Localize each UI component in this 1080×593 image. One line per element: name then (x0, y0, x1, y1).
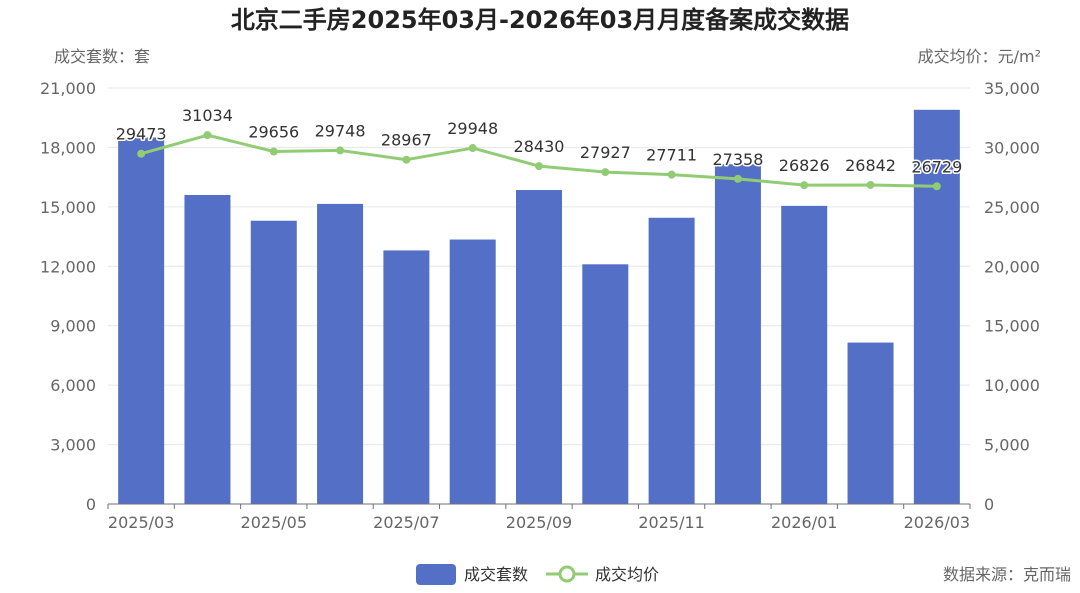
line-data-label: 29948 (447, 119, 498, 138)
line-point (667, 170, 676, 179)
x-tick-label: 2025/09 (506, 513, 572, 532)
y-left-tick-label: 9,000 (50, 317, 96, 336)
y-left-tick-label: 18,000 (40, 138, 96, 157)
x-tick-label: 2025/05 (241, 513, 307, 532)
y-right-tick-label: 30,000 (984, 138, 1040, 157)
line-data-label: 28967 (381, 131, 432, 150)
bar (516, 190, 562, 504)
bar (582, 264, 629, 504)
line-data-label: 27927 (580, 143, 631, 162)
x-tick-label: 2026/03 (904, 513, 970, 532)
y-right-tick-label: 5,000 (984, 436, 1030, 455)
line-point (535, 162, 543, 171)
x-tick-label: 2025/03 (108, 513, 174, 532)
line-point (402, 155, 411, 164)
legend-bar-label: 成交套数 (464, 565, 528, 584)
legend-line-label: 成交均价 (595, 565, 659, 584)
bar-series (118, 109, 960, 505)
bar (317, 203, 364, 504)
line-point (269, 147, 278, 156)
y-right-tick-label: 0 (984, 495, 994, 514)
line-point (800, 181, 809, 190)
line-data-label: 29656 (248, 123, 299, 142)
y-right-tick-label: 20,000 (984, 257, 1040, 276)
line-data-label: 26826 (779, 156, 830, 175)
line-point (203, 131, 212, 140)
line-data-label: 27711 (646, 146, 697, 165)
bar (714, 164, 761, 504)
y-left-tick-label: 21,000 (40, 79, 96, 98)
y-right-tick-label: 35,000 (984, 79, 1040, 98)
bar (449, 239, 496, 505)
legend-bar-swatch (416, 564, 456, 585)
line-series (137, 131, 941, 191)
line-point (137, 149, 146, 158)
bar (383, 250, 430, 504)
y-left-tick-label: 6,000 (50, 376, 96, 395)
chart-title: 北京二手房2025年03月-2026年03月月度备案成交数据 (231, 6, 849, 34)
line-data-label: 28430 (514, 137, 565, 156)
y-right-tick-label: 15,000 (984, 317, 1040, 336)
y-right-tick-label: 10,000 (984, 376, 1040, 395)
line-point (932, 182, 941, 191)
line-data-label: 26729 (911, 157, 962, 176)
line-point (601, 168, 610, 177)
source-note: 数据来源：克而瑞 (943, 565, 1071, 584)
line-data-label: 29473 (116, 125, 167, 144)
y-left-tick-label: 15,000 (40, 198, 96, 217)
x-tick-label: 2025/07 (373, 513, 439, 532)
bar (847, 342, 894, 504)
x-tick-label: 2026/01 (771, 513, 837, 532)
y-left-tick-label: 0 (86, 495, 96, 514)
line-data-label: 29748 (315, 121, 366, 140)
bar (184, 194, 231, 504)
line-point (733, 174, 742, 183)
line-data-label: 27358 (712, 150, 763, 169)
line-point (866, 180, 875, 189)
line-data-label: 31034 (182, 106, 233, 125)
legend[interactable]: 成交套数 成交均价 (416, 564, 659, 585)
y-left-tick-label: 3,000 (50, 436, 96, 455)
line-point (468, 144, 477, 153)
bar (118, 137, 165, 504)
line-data-label: 26842 (845, 156, 896, 175)
line-point (336, 146, 345, 155)
bar (250, 220, 297, 504)
legend-line-marker (558, 565, 576, 583)
bar (648, 217, 695, 504)
axes: 0 0 3,000 5,000 6,000 10,000 9,000 15,000 12,000… (40, 79, 1040, 532)
bar (913, 109, 960, 505)
left-axis-name: 成交套数：套 (54, 47, 150, 66)
data-labels: 29473 31034 29656 29748 28967 29948 28430 27927… (114, 105, 964, 178)
bar (781, 205, 828, 504)
y-right-tick-label: 25,000 (984, 198, 1040, 217)
right-axis-name: 成交均价：元/m² (918, 47, 1041, 66)
y-left-tick-label: 12,000 (40, 257, 96, 276)
x-tick-label: 2025/11 (638, 513, 704, 532)
